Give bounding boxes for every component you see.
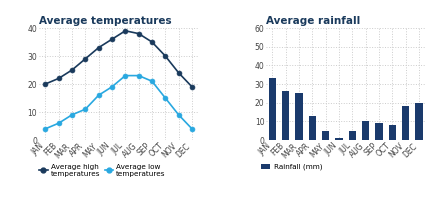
Legend: Average high
temperatures, Average low
temperatures: Average high temperatures, Average low t…: [39, 164, 166, 177]
Text: Average rainfall: Average rainfall: [266, 16, 360, 26]
Bar: [349, 131, 356, 140]
Legend: Rainfall (mm): Rainfall (mm): [261, 164, 322, 170]
Bar: [282, 91, 289, 140]
Text: Average temperatures: Average temperatures: [39, 16, 171, 26]
Bar: [295, 93, 303, 140]
Bar: [322, 131, 329, 140]
Bar: [309, 116, 316, 140]
Bar: [362, 121, 369, 140]
Bar: [269, 78, 276, 140]
Bar: [389, 125, 396, 140]
Bar: [402, 106, 409, 140]
Bar: [335, 138, 343, 140]
Bar: [375, 123, 383, 140]
Bar: [415, 103, 423, 140]
